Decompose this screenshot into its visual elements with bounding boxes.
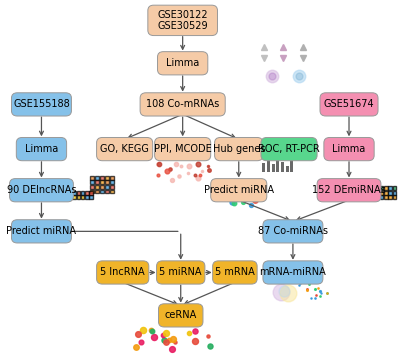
FancyBboxPatch shape bbox=[16, 137, 67, 161]
FancyBboxPatch shape bbox=[90, 180, 94, 184]
FancyBboxPatch shape bbox=[95, 176, 99, 180]
FancyBboxPatch shape bbox=[90, 195, 93, 199]
FancyBboxPatch shape bbox=[72, 195, 76, 199]
Text: Limma: Limma bbox=[166, 58, 199, 68]
Text: 90 DElncRNAs: 90 DElncRNAs bbox=[7, 185, 76, 195]
FancyBboxPatch shape bbox=[110, 180, 114, 184]
FancyBboxPatch shape bbox=[96, 261, 149, 284]
Text: Predict miRNA: Predict miRNA bbox=[204, 185, 274, 195]
FancyBboxPatch shape bbox=[110, 176, 114, 180]
FancyBboxPatch shape bbox=[105, 185, 109, 189]
Bar bbox=[281, 162, 284, 172]
FancyBboxPatch shape bbox=[393, 186, 396, 190]
Text: GSE51674: GSE51674 bbox=[324, 99, 374, 109]
Text: Limma: Limma bbox=[332, 144, 366, 154]
FancyBboxPatch shape bbox=[85, 191, 89, 195]
Text: PPI, MCODE: PPI, MCODE bbox=[154, 144, 212, 154]
FancyBboxPatch shape bbox=[155, 137, 211, 161]
FancyBboxPatch shape bbox=[95, 180, 99, 184]
Bar bbox=[286, 166, 289, 172]
FancyBboxPatch shape bbox=[158, 304, 203, 327]
Text: 108 Co-mRNAs: 108 Co-mRNAs bbox=[146, 99, 219, 109]
Bar bbox=[290, 158, 293, 172]
FancyBboxPatch shape bbox=[96, 137, 153, 161]
FancyBboxPatch shape bbox=[105, 190, 109, 194]
FancyBboxPatch shape bbox=[388, 191, 392, 195]
Bar bbox=[272, 164, 275, 172]
FancyBboxPatch shape bbox=[81, 195, 84, 199]
FancyBboxPatch shape bbox=[211, 179, 267, 202]
FancyBboxPatch shape bbox=[100, 190, 104, 194]
Text: GSE30122
GSE30529: GSE30122 GSE30529 bbox=[157, 10, 208, 31]
Bar bbox=[276, 156, 279, 172]
Text: 87 Co-miRNAs: 87 Co-miRNAs bbox=[258, 227, 328, 236]
FancyBboxPatch shape bbox=[85, 195, 89, 199]
FancyBboxPatch shape bbox=[263, 261, 323, 284]
Text: GSE155188: GSE155188 bbox=[13, 99, 70, 109]
FancyBboxPatch shape bbox=[148, 5, 218, 36]
FancyBboxPatch shape bbox=[214, 137, 263, 161]
FancyBboxPatch shape bbox=[110, 185, 114, 189]
FancyBboxPatch shape bbox=[100, 180, 104, 184]
FancyBboxPatch shape bbox=[90, 185, 94, 189]
Text: 5 mRNA: 5 mRNA bbox=[215, 267, 255, 278]
Text: Limma: Limma bbox=[25, 144, 58, 154]
Text: mRNA-miRNA: mRNA-miRNA bbox=[260, 267, 326, 278]
FancyBboxPatch shape bbox=[100, 185, 104, 189]
FancyBboxPatch shape bbox=[380, 191, 384, 195]
FancyBboxPatch shape bbox=[317, 179, 381, 202]
FancyBboxPatch shape bbox=[77, 195, 80, 199]
Text: 5 miRNA: 5 miRNA bbox=[160, 267, 202, 278]
Text: 152 DEmiRNAs: 152 DEmiRNAs bbox=[312, 185, 386, 195]
FancyBboxPatch shape bbox=[140, 93, 225, 116]
FancyBboxPatch shape bbox=[90, 191, 93, 195]
FancyBboxPatch shape bbox=[105, 176, 109, 180]
FancyBboxPatch shape bbox=[320, 93, 378, 116]
FancyBboxPatch shape bbox=[263, 220, 323, 243]
FancyBboxPatch shape bbox=[77, 191, 80, 195]
FancyBboxPatch shape bbox=[213, 261, 257, 284]
Text: Hub genes: Hub genes bbox=[212, 144, 265, 154]
FancyBboxPatch shape bbox=[393, 191, 396, 195]
FancyBboxPatch shape bbox=[95, 185, 99, 189]
FancyBboxPatch shape bbox=[384, 186, 388, 190]
Text: GO, KEGG: GO, KEGG bbox=[100, 144, 149, 154]
FancyBboxPatch shape bbox=[10, 179, 73, 202]
FancyBboxPatch shape bbox=[388, 195, 392, 199]
Bar bbox=[267, 159, 270, 172]
FancyBboxPatch shape bbox=[72, 191, 76, 195]
FancyBboxPatch shape bbox=[380, 195, 384, 199]
Text: 5 lncRNA: 5 lncRNA bbox=[100, 267, 145, 278]
FancyBboxPatch shape bbox=[158, 52, 208, 75]
FancyBboxPatch shape bbox=[12, 93, 72, 116]
Text: Predict miRNA: Predict miRNA bbox=[6, 227, 76, 236]
Text: ceRNA: ceRNA bbox=[165, 311, 197, 320]
FancyBboxPatch shape bbox=[90, 176, 94, 180]
FancyBboxPatch shape bbox=[384, 191, 388, 195]
FancyBboxPatch shape bbox=[261, 137, 317, 161]
FancyBboxPatch shape bbox=[388, 186, 392, 190]
FancyBboxPatch shape bbox=[95, 190, 99, 194]
FancyBboxPatch shape bbox=[105, 180, 109, 184]
FancyBboxPatch shape bbox=[324, 137, 374, 161]
FancyBboxPatch shape bbox=[156, 261, 205, 284]
FancyBboxPatch shape bbox=[90, 190, 94, 194]
FancyBboxPatch shape bbox=[12, 220, 72, 243]
FancyBboxPatch shape bbox=[384, 195, 388, 199]
FancyBboxPatch shape bbox=[393, 195, 396, 199]
FancyBboxPatch shape bbox=[110, 190, 114, 194]
FancyBboxPatch shape bbox=[100, 176, 104, 180]
FancyBboxPatch shape bbox=[380, 186, 384, 190]
Text: ROC, RT-PCR: ROC, RT-PCR bbox=[258, 144, 320, 154]
Bar bbox=[262, 163, 266, 172]
FancyBboxPatch shape bbox=[81, 191, 84, 195]
